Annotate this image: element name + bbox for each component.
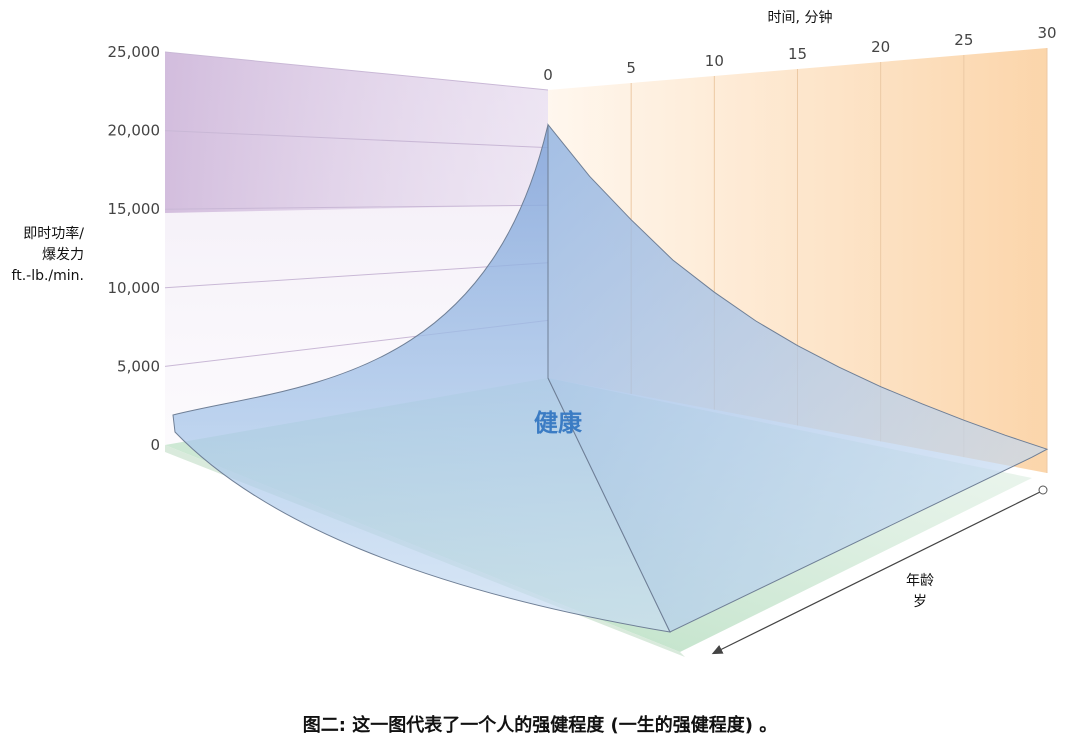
y-tick-label: 25,000: [108, 43, 161, 61]
health-surface: [172, 123, 1049, 633]
y-tick-label: 15,000: [108, 200, 161, 218]
x-tick-label: 5: [626, 59, 636, 77]
y-axis-title: 即时功率/ 爆发力 ft.-lb./min.: [12, 225, 85, 284]
x-tick-label: 15: [788, 45, 807, 63]
back-wall-purple-band: [165, 52, 548, 213]
y-tick-label: 20,000: [108, 122, 161, 140]
age-axis-origin-marker: [1038, 485, 1048, 495]
y-gridline: [164, 130, 549, 149]
age-axis-title-line-2: 岁: [913, 594, 927, 610]
x-tick-label: 20: [871, 38, 890, 56]
y-gridline: [164, 262, 549, 289]
surface-right-face: [547, 123, 1049, 633]
y-tick-label: 10,000: [108, 279, 161, 297]
y-axis-title-line-3: ft.-lb./min.: [12, 268, 84, 284]
surface-label: 健康: [534, 409, 583, 437]
x-tick-label: 0: [543, 66, 553, 84]
age-axis-arrow: [711, 491, 1041, 655]
x-tick-label: 30: [1037, 24, 1056, 42]
age-axis-title-line-1: 年龄: [906, 573, 934, 589]
x-axis-title: 时间, 分钟: [768, 9, 833, 26]
y-axis-ticks: 0 5,000 10,000 15,000 20,000 25,000: [108, 43, 161, 454]
y-axis-title-line-2: 爆发力: [42, 247, 84, 263]
x-tick-label: 25: [954, 31, 973, 49]
y-tick-label: 0: [150, 436, 160, 454]
surface-left-face: [172, 124, 671, 633]
age-axis: 年龄 岁: [711, 485, 1048, 655]
figure-caption: 图二: 这一图代表了一个人的强健程度 (一生的强健程度) 。: [303, 714, 777, 736]
y-axis-title-line-1: 即时功率/: [23, 225, 84, 242]
x-tick-label: 10: [705, 52, 724, 70]
y-gridline: [164, 204, 549, 210]
y-tick-label: 5,000: [117, 357, 160, 375]
y-gridline: [164, 51, 549, 91]
x-axis-ticks: 0 5 10 15 20 25 30: [543, 24, 1056, 84]
